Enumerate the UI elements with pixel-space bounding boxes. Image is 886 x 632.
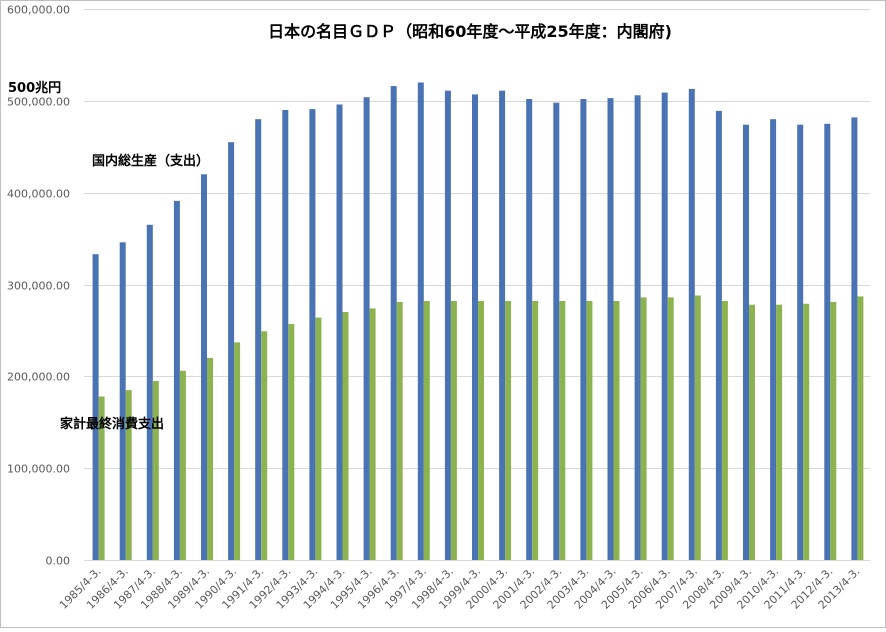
bar-gdp [580,99,587,560]
y-tick-label: 0.00 [46,555,71,568]
bar-household-consumption [586,301,593,560]
bar-gdp [201,174,207,561]
y-tick-label: 100,000.00 [7,463,70,476]
bar-gdp [282,110,289,560]
y-tick-label: 600,000.00 [7,4,70,17]
bar-household-consumption [125,390,132,560]
bar-gdp [472,94,478,561]
bar-household-consumption [450,301,457,560]
bar-gdp [173,200,180,560]
bar-household-consumption [532,301,539,560]
y-tick-label: 500,000.00 [7,96,70,109]
bar-gdp [661,92,668,560]
bar-household-consumption [776,304,783,560]
series-label-consumption: 家計最終消費支出 [60,416,164,432]
bar-gdp [119,242,126,561]
bar-gdp [770,119,777,560]
bars [92,82,864,561]
bar-household-consumption [179,370,186,560]
bar-household-consumption [559,301,566,560]
bar-household-consumption [694,295,701,560]
y-tick-label: 200,000.00 [7,371,70,384]
bar-gdp [688,88,695,561]
bar-household-consumption [721,301,728,560]
bar-gdp [363,97,370,560]
y-tick-label: 400,000.00 [7,188,70,201]
bar-household-consumption [315,317,322,560]
bar-gdp [228,142,235,560]
chart-title: 日本の名目ＧＤＰ（昭和60年度～平成25年度：内閣府) [268,22,672,41]
bar-household-consumption [234,342,241,560]
bar-household-consumption [478,301,484,560]
bar-gdp [336,104,343,560]
bar-household-consumption [423,301,430,560]
bar-gdp [553,102,560,560]
bar-gdp [444,90,451,560]
bar-household-consumption [640,297,647,560]
annotation-500-trillion: 500兆円 [8,80,61,96]
bar-household-consumption [613,301,620,560]
bar-gdp [851,117,858,561]
bar-gdp [526,99,533,560]
bar-gdp [390,86,397,560]
bar-gdp [797,124,804,560]
bar-household-consumption [152,380,159,560]
bar-household-consumption [288,324,295,560]
bar-household-consumption [261,331,268,560]
bar-gdp [499,90,506,560]
y-axis-ticks: 0.00 100,000.00 200,000.00 300,000.00 400,00… [7,4,70,568]
bar-gdp [146,224,153,561]
bar-gdp [607,98,614,560]
bar-household-consumption [857,296,864,560]
y-tick-label: 300,000.00 [7,280,70,293]
bar-gdp [824,123,831,561]
bar-household-consumption [98,396,105,560]
bar-household-consumption [830,301,837,560]
bar-household-consumption [667,297,674,560]
bar-household-consumption [803,303,810,560]
bar-gdp [92,254,99,560]
bar-household-consumption [207,358,213,560]
series-label-gdp: 国内総生産（支出） [92,153,209,169]
bar-household-consumption [342,312,349,560]
bar-gdp [743,124,749,560]
bar-gdp [417,82,424,560]
bar-household-consumption [369,308,376,560]
bar-household-consumption [505,301,512,560]
bar-gdp [715,110,722,561]
bar-gdp [634,95,641,561]
bar-gdp [255,119,262,560]
bar-household-consumption [396,301,403,560]
bar-household-consumption [749,304,755,560]
bar-gdp [309,109,316,560]
